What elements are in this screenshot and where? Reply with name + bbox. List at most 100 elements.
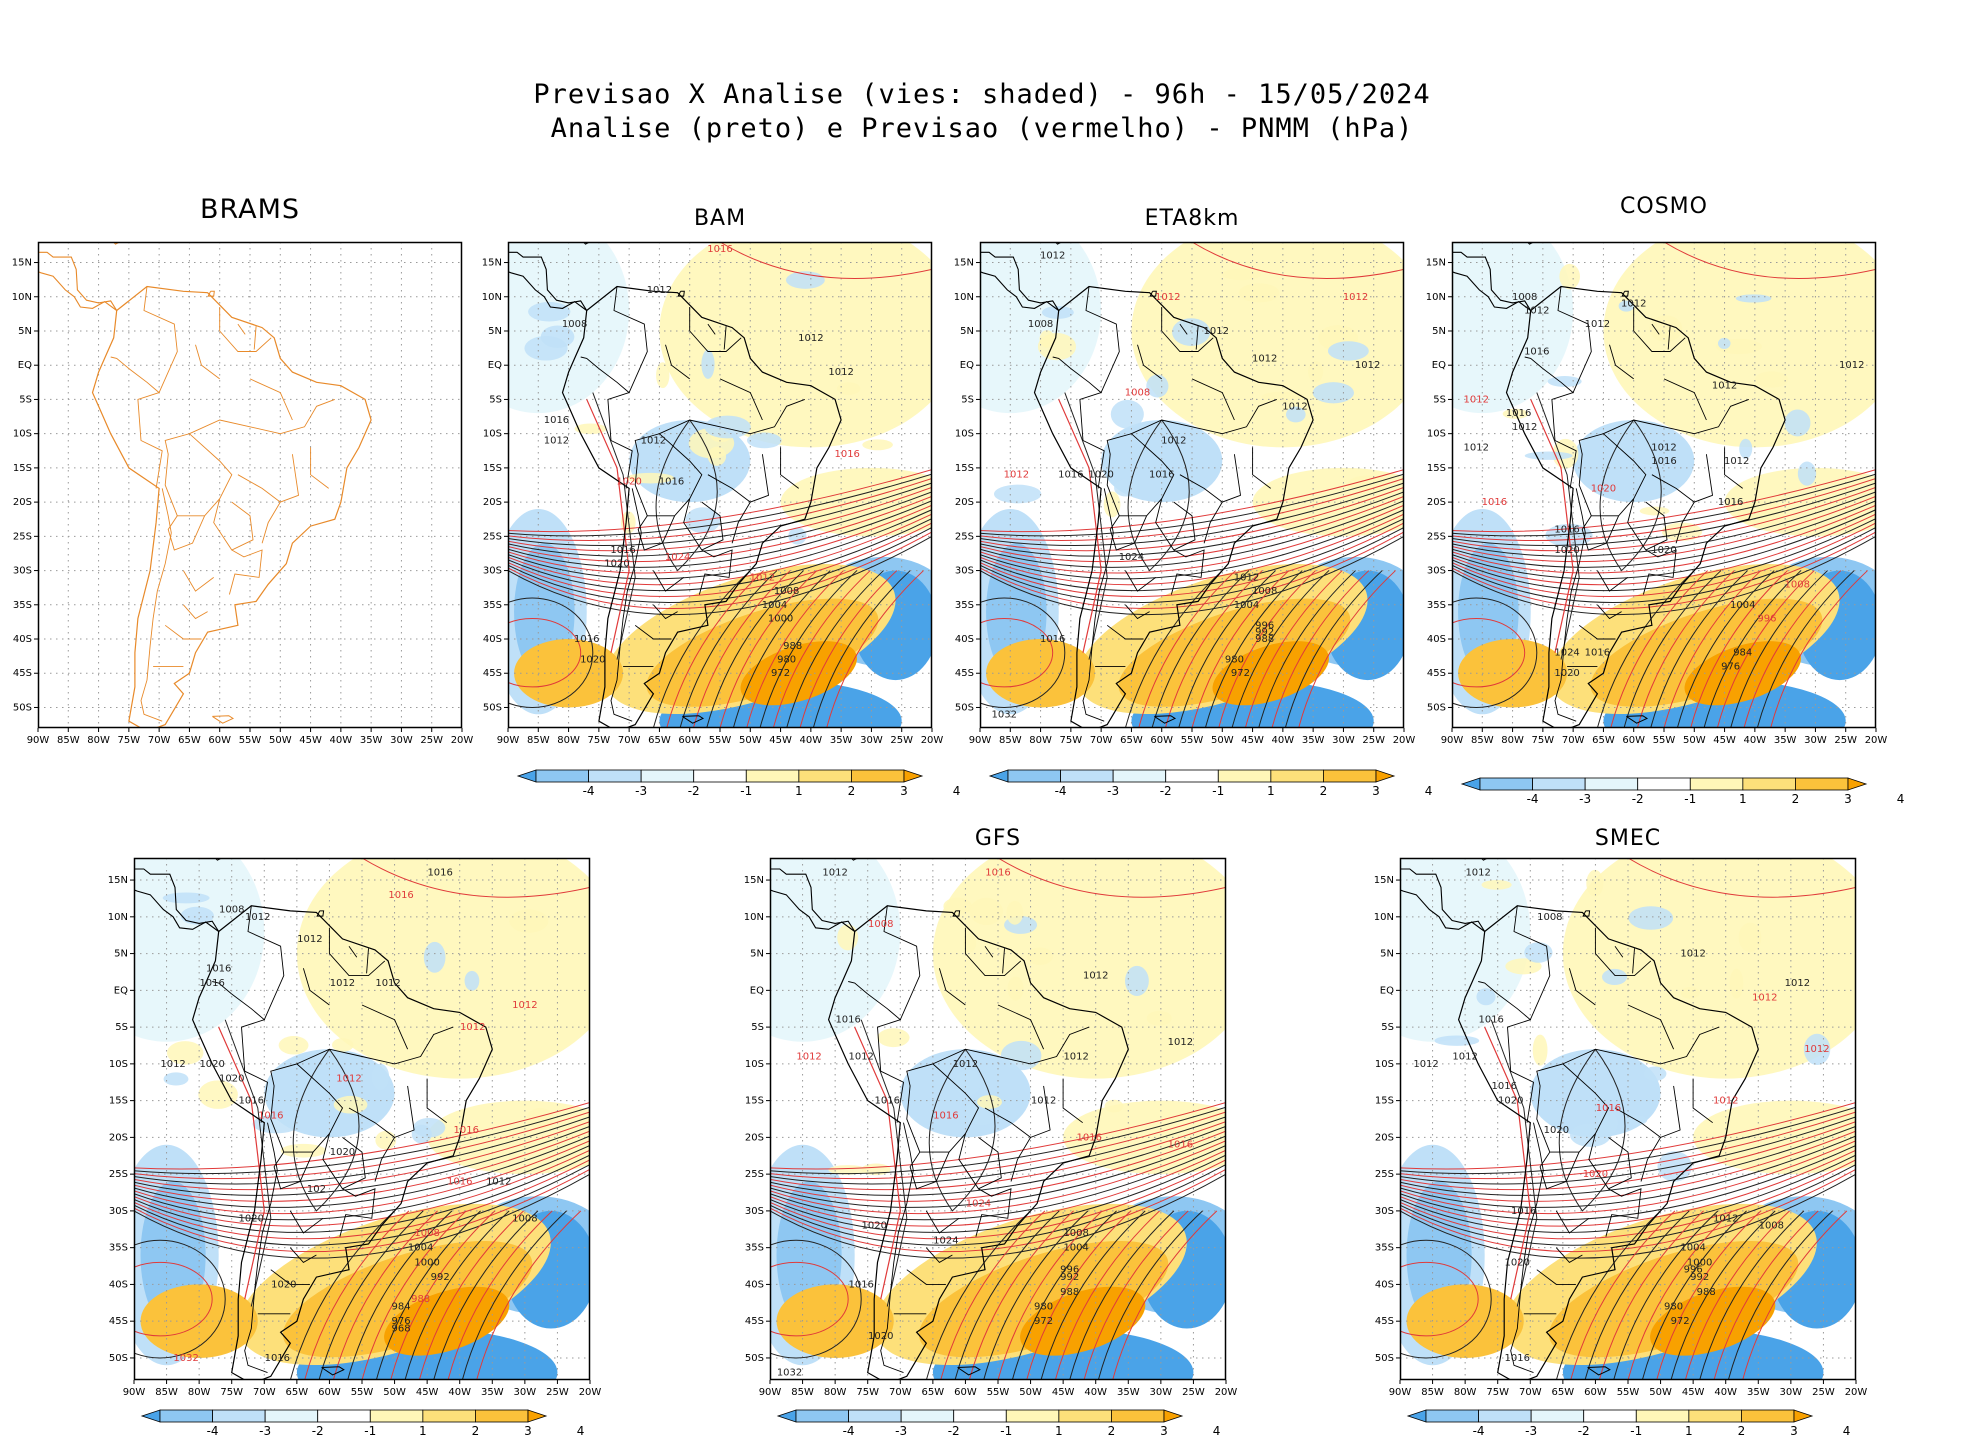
- colorbar-arrow-right: [1847, 777, 1868, 791]
- lon-tick-label: 60W: [954, 1387, 977, 1398]
- colorbar-tick-label: -1: [1630, 1424, 1642, 1436]
- lat-tick-label: 10S: [483, 429, 502, 440]
- colorbar-segment: [1689, 777, 1744, 791]
- contour-label: 1016: [834, 449, 859, 460]
- contour-label: 1012: [512, 1000, 537, 1011]
- contour-label: 1020: [1505, 1257, 1530, 1268]
- contour-label: 1016: [835, 1015, 860, 1026]
- contour-label: 972: [1231, 668, 1250, 679]
- colorbar-segment: [693, 769, 747, 783]
- lon-tick-label: 50W: [1683, 735, 1706, 746]
- contour-label: 1012: [1234, 572, 1259, 583]
- colorbar-segment: [795, 1409, 849, 1423]
- contour-label: 1012: [245, 912, 270, 923]
- colorbar-arrow-left: [1406, 1409, 1427, 1423]
- lat-tick-label: 10N: [744, 912, 764, 923]
- contour-label: 968: [392, 1324, 411, 1335]
- colorbar-tick-label: -2: [1632, 792, 1644, 806]
- contour-label: 988: [411, 1294, 430, 1305]
- lon-tick-label: 85W: [57, 735, 80, 746]
- lon-tick-label: 70W: [148, 735, 171, 746]
- colorbar-segment: [1425, 1409, 1479, 1423]
- contour-label: 1012: [796, 1052, 821, 1063]
- map-panel-bam: 1016 1012 1012 1012 1008 1016 1012 1012 1016 1016…: [482, 241, 943, 746]
- lon-tick-label: 30W: [860, 735, 883, 746]
- contour-label: 1012: [1355, 360, 1380, 371]
- lon-tick-label: 55W: [351, 1387, 374, 1398]
- lon-tick-label: 50W: [1211, 735, 1234, 746]
- contour-label: 1016: [1478, 1015, 1503, 1026]
- lon-tick-label: 35W: [481, 1387, 504, 1398]
- colorbar-tick-label: 3: [1160, 1424, 1168, 1436]
- colorbar-segment: [1165, 769, 1219, 783]
- lat-tick-label: 35S: [483, 600, 502, 611]
- lat-tick-label: 25S: [109, 1169, 128, 1180]
- contour-label: 1016: [1492, 1081, 1517, 1092]
- lat-tick-label: 50S: [483, 702, 502, 713]
- contour-label: 1020: [1498, 1096, 1523, 1107]
- contour-label: 988: [1060, 1287, 1079, 1298]
- lon-tick-label: 80W: [824, 1387, 847, 1398]
- isobar-contours: [1452, 242, 1876, 728]
- lon-tick-label: 40W: [1744, 735, 1767, 746]
- contour-label: 1016: [848, 1279, 873, 1290]
- lat-tick-label: 45S: [1375, 1316, 1394, 1327]
- contour-label: 1016: [1554, 524, 1579, 535]
- contour-label: 1016: [707, 244, 732, 255]
- contour-label: 996: [1757, 613, 1776, 624]
- lon-tick-label: 40W: [330, 735, 353, 746]
- lat-tick-label: 35S: [745, 1243, 764, 1254]
- colorbar-segment: [1478, 1409, 1532, 1423]
- contour-label: 1016: [427, 868, 452, 879]
- lon-tick-label: 80W: [1454, 1387, 1477, 1398]
- contour-label: 1016: [574, 634, 599, 645]
- colorbar-arrow-left: [140, 1409, 161, 1423]
- contour-label: 1020: [580, 655, 605, 666]
- map-frame: [769, 857, 1227, 1381]
- colorbar-segment: [1479, 777, 1533, 791]
- lon-tick-label: 55W: [709, 735, 732, 746]
- lat-tick-label: 10S: [955, 429, 974, 440]
- contour-label: 1032: [777, 1368, 802, 1379]
- lon-tick-label: 70W: [889, 1387, 912, 1398]
- lon-tick-label: 75W: [220, 1387, 243, 1398]
- lon-tick-label: 70W: [618, 735, 641, 746]
- lat-tick-label: 30S: [483, 566, 502, 577]
- lon-tick-label: 30W: [390, 735, 413, 746]
- lat-tick-label: 10S: [13, 429, 32, 440]
- contour-label: 1020: [868, 1331, 893, 1342]
- lat-tick-label: 15S: [745, 1096, 764, 1107]
- lat-tick-label: 20S: [1375, 1132, 1394, 1143]
- colorbar-tick-label: 1: [1055, 1424, 1063, 1436]
- lon-tick-label: 90W: [123, 1387, 146, 1398]
- coastline: [38, 242, 372, 728]
- lon-tick-label: 25W: [546, 1387, 569, 1398]
- contour-label: 1016: [1511, 1206, 1536, 1217]
- contour-label: 1012: [1804, 1044, 1829, 1055]
- lat-tick-label: 35S: [13, 600, 32, 611]
- lon-tick-label: 20W: [1215, 1387, 1238, 1398]
- lat-tick-label: 15S: [1375, 1096, 1394, 1107]
- lon-tick-label: 80W: [1501, 735, 1524, 746]
- contour-label: 1016: [1651, 456, 1676, 467]
- contour-label: 1012: [1040, 251, 1065, 262]
- map-panel-gfs: 1012 1016 1008 1012 1012 1012 1016 1012 1012 1012…: [744, 857, 1237, 1398]
- contour-label: 1012: [798, 333, 823, 344]
- colorbar-gfs: -4 -3 -2 -1 1 2 3 4: [776, 1409, 1220, 1436]
- contour-label: 1020: [239, 1213, 264, 1224]
- contour-label: 992: [1690, 1272, 1709, 1283]
- lon-tick-label: 45W: [769, 735, 792, 746]
- colorbar-tick-label: -3: [1525, 1424, 1537, 1436]
- lon-tick-label: 35W: [1747, 1387, 1770, 1398]
- colorbar-tick-label: -4: [843, 1424, 855, 1436]
- contour-label: 1012: [1651, 442, 1676, 453]
- lat-tick-label: 5N: [960, 326, 974, 337]
- colorbar-segment: [1112, 769, 1167, 783]
- lon-tick-label: 85W: [1421, 1387, 1444, 1398]
- colorbar-segment: [1742, 777, 1796, 791]
- contour-label: 1016: [1058, 470, 1083, 481]
- contour-label: 1008: [219, 904, 244, 915]
- colorbar-tick-label: 1: [1267, 784, 1275, 798]
- contour-label: 1004: [1680, 1243, 1705, 1254]
- colorbar-tick-label: -2: [1578, 1424, 1590, 1436]
